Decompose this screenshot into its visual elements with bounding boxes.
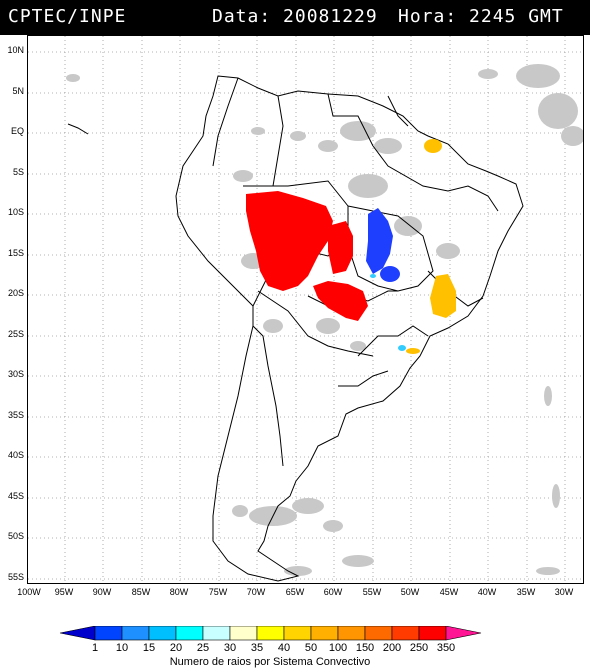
time-label: Hora: 2245 GMT	[398, 6, 564, 27]
lat-label: 55S	[7, 572, 24, 582]
lon-label: 85W	[131, 587, 151, 597]
lon-label: 70W	[246, 587, 266, 597]
lon-label: 100W	[17, 587, 41, 597]
colorbar-tick-label: 30	[223, 642, 237, 654]
colorbar-tick-label: 20	[169, 642, 183, 654]
lat-label: 50S	[7, 531, 24, 541]
colorbar-tick-label: 350	[436, 642, 456, 654]
lat-label: 25S	[7, 329, 24, 339]
red-systems	[246, 191, 368, 321]
lon-label: 45W	[439, 587, 459, 597]
colorbar-tick-label: 250	[409, 642, 429, 654]
agency-label: CPTEC/INPE	[8, 6, 127, 27]
colorbar-swatch	[283, 626, 312, 641]
title-bar: CPTEC/INPE Data: 20081229 Hora: 2245 GMT	[0, 0, 590, 35]
colorbar-tick-label: 150	[355, 642, 375, 654]
lat-label: 5S	[12, 167, 24, 177]
colorbar-swatch	[391, 626, 420, 641]
colorbar-swatch	[256, 626, 285, 641]
colorbar-swatch	[94, 626, 123, 641]
lon-label: 55W	[362, 587, 382, 597]
colorbar-swatch	[121, 626, 150, 641]
colorbar-swatch	[202, 626, 231, 641]
lon-label: 30W	[554, 587, 574, 597]
colorbar-tick-label: 200	[382, 642, 402, 654]
map-canvas	[28, 36, 583, 583]
lat-label: EQ	[10, 126, 24, 136]
colorbar-title: Numero de raios por Sistema Convectivo	[169, 656, 371, 668]
cyan-systems	[370, 274, 406, 351]
colorbar-tick-label: 40	[277, 642, 291, 654]
lon-label: 80W	[169, 587, 189, 597]
coastlines	[67, 75, 524, 582]
colorbar-tick-label: 25	[196, 642, 210, 654]
map-panel	[27, 35, 584, 584]
colorbar-swatch	[229, 626, 258, 641]
lat-label: 45S	[7, 491, 24, 501]
cloud-cover	[66, 64, 583, 576]
colorbar-swatch	[364, 626, 393, 641]
lon-label: 50W	[400, 587, 420, 597]
colorbar-swatch	[337, 626, 366, 641]
yellow-systems	[406, 139, 456, 354]
colorbar	[59, 626, 482, 641]
colorbar-tick-label: 1	[91, 642, 99, 654]
lon-label: 35W	[516, 587, 536, 597]
date-label: Data: 20081229	[212, 6, 378, 27]
colorbar-swatches	[59, 626, 482, 641]
lon-label: 95W	[54, 587, 74, 597]
lat-label: 35S	[7, 410, 24, 420]
lon-label: 75W	[208, 587, 228, 597]
lat-label: 30S	[7, 369, 24, 379]
colorbar-arrow-low	[59, 626, 96, 641]
graticule	[28, 36, 583, 583]
lat-label: 40S	[7, 450, 24, 460]
colorbar-tick-label: 50	[304, 642, 318, 654]
colorbar-tick-label: 35	[250, 642, 264, 654]
lon-label: 90W	[92, 587, 112, 597]
colorbar-tick-label: 10	[115, 642, 129, 654]
colorbar-swatch	[175, 626, 204, 641]
lat-label: 5N	[12, 86, 24, 96]
lat-label: 20S	[7, 288, 24, 298]
lat-label: 10N	[7, 45, 24, 55]
colorbar-tick-label: 15	[142, 642, 156, 654]
colorbar-tick-label: 100	[328, 642, 348, 654]
colorbar-swatch	[418, 626, 447, 641]
lon-label: 40W	[477, 587, 497, 597]
lat-label: 10S	[7, 207, 24, 217]
lon-label: 60W	[323, 587, 343, 597]
colorbar-swatch	[148, 626, 177, 641]
lon-label: 65W	[285, 587, 305, 597]
blue-systems	[366, 208, 400, 282]
colorbar-arrow-high	[445, 626, 482, 641]
colorbar-swatch	[310, 626, 339, 641]
lat-label: 15S	[7, 248, 24, 258]
